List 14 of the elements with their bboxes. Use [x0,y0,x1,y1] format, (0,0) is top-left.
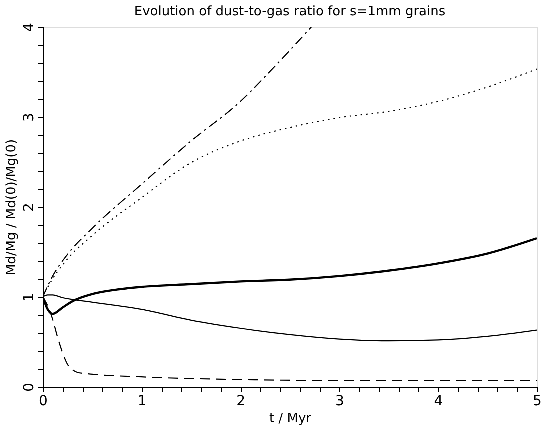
x-axis-title: t / Myr [270,412,312,426]
y-tick-label: 3 [22,113,38,122]
x-tick-label: 1 [138,394,147,410]
y-tick-label: 2 [22,203,38,212]
y-tick-label: 1 [22,293,38,302]
y-tick-label: 4 [22,22,38,32]
x-tick-label: 2 [236,394,246,410]
y-tick-label: 0 [22,383,38,392]
x-tick-label: 5 [533,394,542,410]
x-tick-label: 0 [39,394,48,410]
chart-title: Evolution of dust-to-gas ratio for s=1mm grains [134,4,446,20]
y-axis-title: Md/Mg / Md(0)/Mg(0) [4,139,20,276]
x-tick-label: 4 [434,394,444,410]
x-tick-label: 3 [335,394,344,410]
